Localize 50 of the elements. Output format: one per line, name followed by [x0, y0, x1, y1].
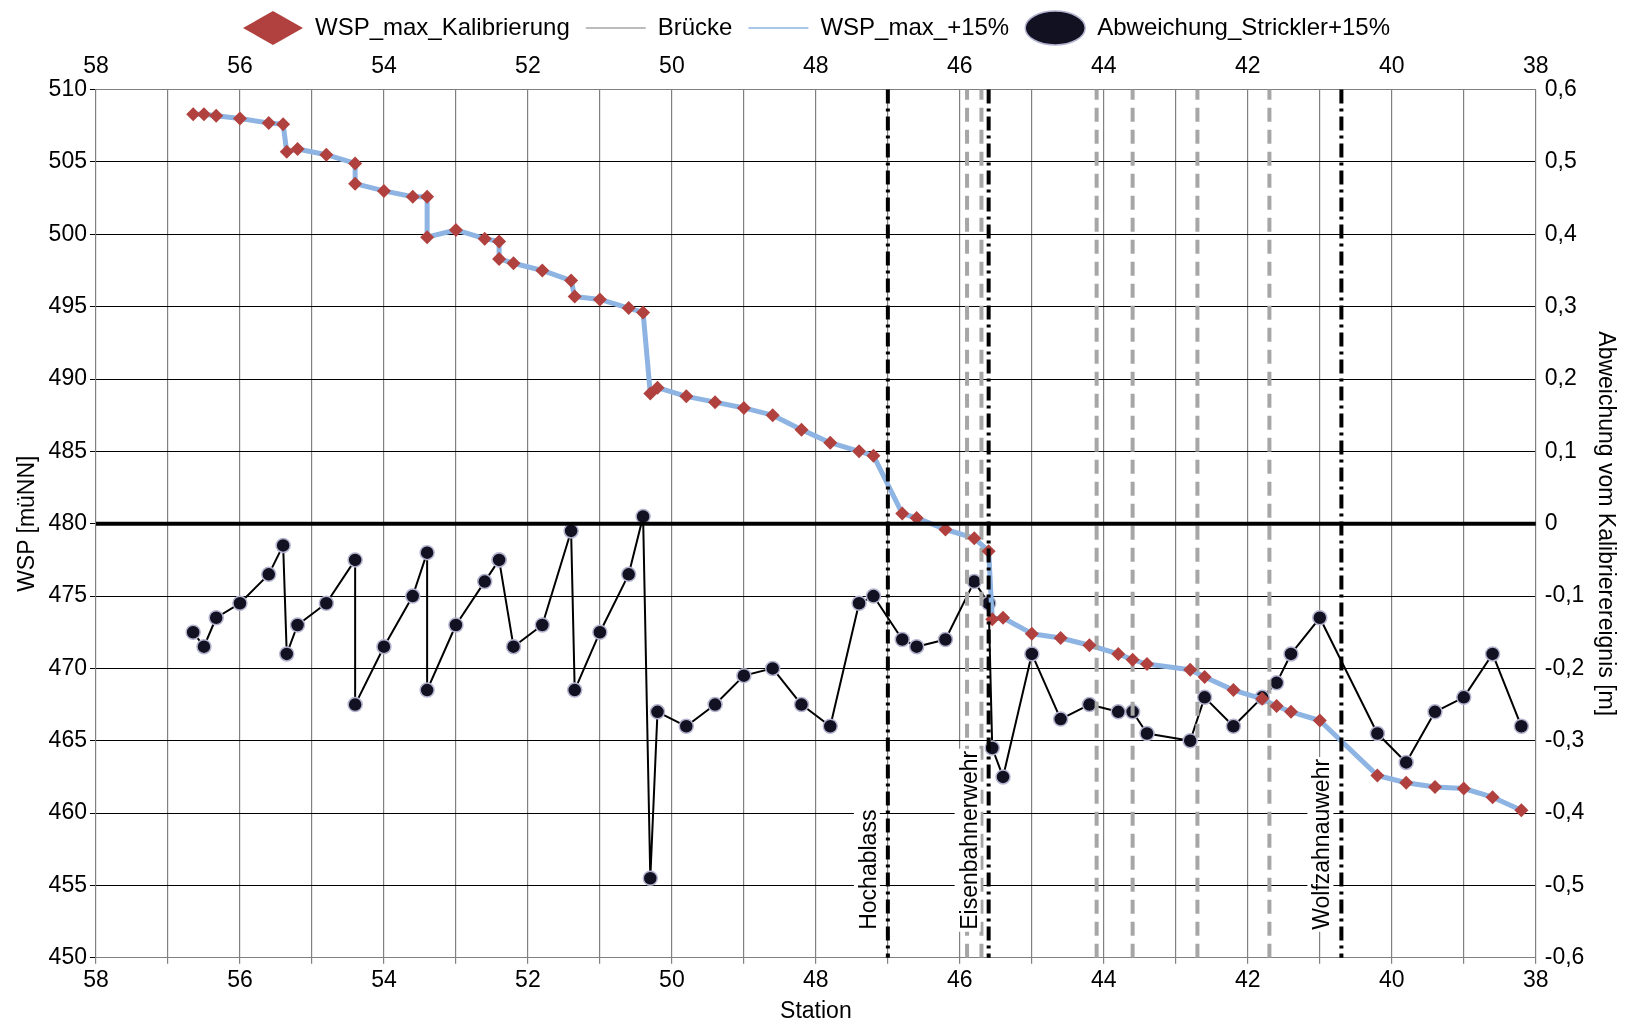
y-tick-label: 480 [48, 509, 87, 536]
y2-tick-label: 0,2 [1544, 364, 1577, 391]
y-tick-label: 475 [48, 581, 87, 608]
y-tick-label: 455 [48, 870, 87, 897]
x-tick-label: 56 [227, 965, 253, 992]
x-tick-label: 40 [1378, 965, 1405, 992]
ref-line-label: Wolfzahnauwehr [1308, 758, 1335, 930]
x2-tick-label: 46 [947, 52, 973, 79]
y-axis-title: WSP [müNN] [13, 455, 40, 592]
x2-tick-label: 52 [515, 52, 541, 79]
x-tick-label: 48 [803, 965, 829, 992]
y-tick-label: 485 [48, 436, 87, 463]
y-tick-label: 495 [48, 291, 87, 318]
x-tick-label: 46 [947, 965, 973, 992]
x2-tick-label: 50 [659, 52, 685, 79]
x-axis-title: Station [780, 996, 852, 1023]
y-tick-label: 500 [48, 219, 87, 246]
legend-label: WSP_max_+15% [820, 12, 1010, 40]
y-tick-label: 505 [48, 147, 87, 174]
y2-tick-label: 0,1 [1544, 436, 1577, 463]
x2-tick-label: 44 [1091, 52, 1117, 79]
x-tick-label: 54 [371, 965, 397, 992]
y2-tick-label: 0,3 [1544, 291, 1577, 318]
x-tick-label: 42 [1235, 965, 1261, 992]
ref-line-label: Hochablass [854, 809, 881, 930]
y2-tick-label: -0,5 [1544, 870, 1585, 897]
y-tick-label: 470 [48, 653, 87, 680]
y2-tick-label: -0,2 [1544, 653, 1585, 680]
legend-label: WSP_max_Kalibrierung [314, 12, 570, 40]
x-tick-label: 52 [515, 965, 541, 992]
x2-tick-label: 40 [1378, 52, 1405, 79]
legend-label: Brücke [657, 12, 733, 40]
x2-tick-label: 42 [1235, 52, 1261, 79]
y-tick-label: 460 [48, 798, 87, 825]
y-tick-label: 490 [48, 364, 87, 391]
y2-axis-title: Abweichung vom Kalibrierereignis [m] [1593, 331, 1620, 717]
x2-tick-label: 56 [227, 52, 253, 79]
x2-tick-label: 48 [803, 52, 829, 79]
x-tick-label: 50 [659, 965, 685, 992]
y2-tick-label: 0,5 [1544, 147, 1577, 174]
y2-tick-label: 0,4 [1544, 219, 1577, 246]
y-tick-label: 465 [48, 726, 87, 753]
y2-tick-label: -0,1 [1544, 581, 1585, 608]
y2-tick-label: 0 [1544, 509, 1558, 536]
x-tick-label: 44 [1091, 965, 1117, 992]
y2-tick-label: -0,4 [1544, 798, 1585, 825]
legend-label: Abweichung_Strickler+15% [1097, 12, 1391, 40]
x2-tick-label: 54 [371, 52, 397, 79]
y2-tick-label: -0,3 [1544, 726, 1585, 753]
ref-line-label: Eisenbahnerwehr [955, 750, 982, 930]
